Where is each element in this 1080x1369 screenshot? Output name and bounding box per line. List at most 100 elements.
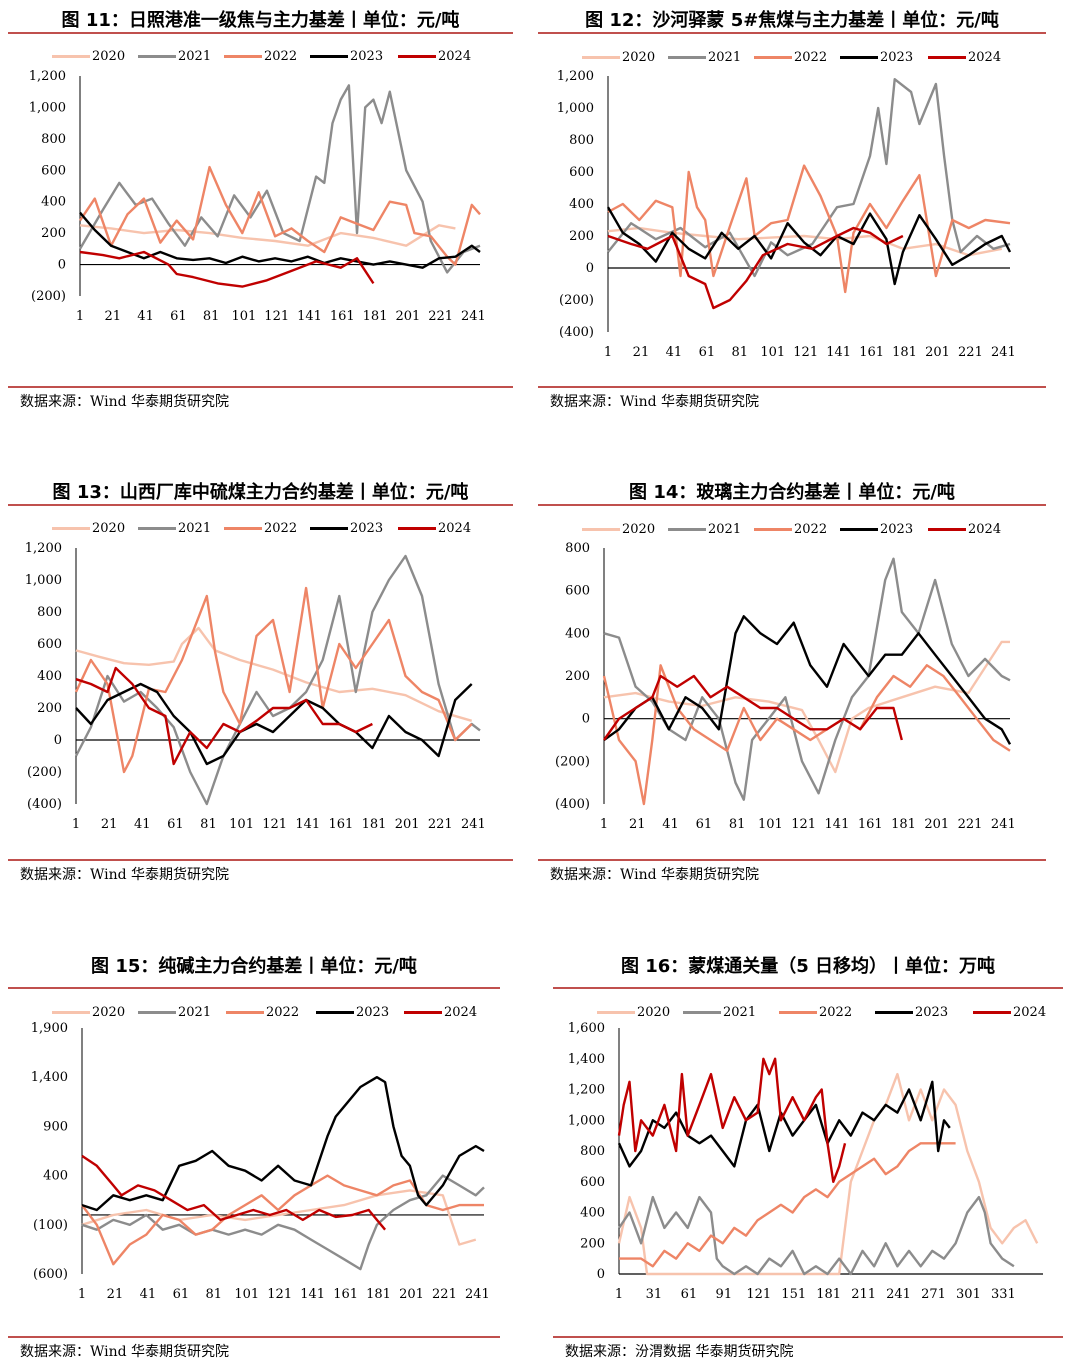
x-tick-label: 121 <box>791 817 816 832</box>
x-tick-label: 241 <box>886 1287 911 1302</box>
bottom-rule <box>538 386 1046 388</box>
x-tick-label: 61 <box>173 1287 190 1302</box>
y-tick-label: 800 <box>565 541 590 556</box>
x-tick-label: 181 <box>892 345 917 360</box>
legend: 2020 2021 2022 2023 2024 <box>8 1005 500 1023</box>
x-tick-label: 61 <box>167 817 184 832</box>
legend-item-2024: 2024 <box>928 522 1001 537</box>
y-tick-label: 1,400 <box>31 1070 68 1085</box>
y-tick-label: 600 <box>41 163 66 178</box>
panel-2: 图 12：沙河驿蒙 5#焦煤与主力基差丨单位：元/吨 2020 2021 2022 2… <box>538 0 1046 420</box>
x-tick-label: 21 <box>629 817 646 832</box>
series-line-2024 <box>79 250 375 288</box>
x-tick-label: 101 <box>232 309 257 324</box>
x-tick-label: 1 <box>604 345 612 360</box>
y-tick-label: 200 <box>569 229 594 244</box>
y-tick-label: (200) <box>27 765 62 780</box>
chart-title: 图 13：山西厂库中硫煤主力合约基差丨单位：元/吨 <box>52 482 469 503</box>
legend-swatch <box>138 527 176 530</box>
bottom-rule <box>8 1336 500 1338</box>
bottom-rule <box>538 859 1046 861</box>
x-tick-label: 161 <box>858 817 883 832</box>
series-line-2024 <box>75 666 373 766</box>
x-tick-label: 181 <box>816 1287 841 1302</box>
legend-swatch <box>398 55 436 58</box>
legend-item-2024: 2024 <box>398 521 471 536</box>
legend-label: 2022 <box>794 522 828 537</box>
series-line-2022 <box>607 164 1011 294</box>
y-tick-label: (200) <box>555 754 590 769</box>
legend-label: 2021 <box>178 49 212 64</box>
y-tick-label: (400) <box>555 797 590 812</box>
legend-label: 2024 <box>1013 1005 1047 1020</box>
y-tick-label: 400 <box>569 197 594 212</box>
legend-label: 2023 <box>880 50 914 65</box>
legend-label: 2023 <box>350 49 384 64</box>
x-tick-label: 241 <box>461 309 486 324</box>
x-tick-label: 301 <box>956 1287 981 1302</box>
chart-title: 图 16：蒙煤通关量（5 日移均）丨单位：万吨 <box>620 956 996 977</box>
legend: 2020 2021 2022 2023 2024 <box>538 50 1046 68</box>
source-note: 数据来源：Wind 华泰期货研究院 <box>550 394 760 410</box>
legend-swatch <box>138 55 176 58</box>
x-tick-label: 141 <box>295 817 320 832</box>
legend-label: 2022 <box>819 1005 853 1020</box>
series-line-2022 <box>602 664 1011 806</box>
legend-label: 2024 <box>968 50 1002 65</box>
series-line-2022 <box>81 1174 484 1266</box>
x-tick-label: 41 <box>140 1287 157 1302</box>
x-tick-label: 101 <box>760 345 785 360</box>
y-tick-label: 0 <box>582 712 590 727</box>
y-tick-label: 400 <box>43 1169 68 1184</box>
x-tick-label: 41 <box>666 345 683 360</box>
legend-swatch <box>668 56 706 59</box>
legend-label: 2020 <box>92 521 126 536</box>
x-tick-label: 21 <box>105 309 122 324</box>
y-tick-label: 1,200 <box>557 69 594 84</box>
y-tick-label: 800 <box>580 1144 605 1159</box>
legend-label: 2020 <box>637 1005 671 1020</box>
source-note: 数据来源：Wind 华泰期货研究院 <box>550 867 760 883</box>
x-tick-label: 121 <box>262 817 287 832</box>
x-tick-label: 61 <box>170 309 187 324</box>
title-rule <box>553 987 1063 989</box>
y-tick-label: 1,000 <box>557 101 594 116</box>
x-tick-label: 271 <box>921 1287 946 1302</box>
panel-6: 图 16：蒙煤通关量（5 日移均）丨单位：万吨 2020 2021 2022 2023… <box>553 944 1063 1369</box>
x-tick-label: 81 <box>203 309 220 324</box>
x-tick-label: 221 <box>958 345 983 360</box>
series-line-2022 <box>79 165 481 266</box>
x-tick-label: 241 <box>991 817 1016 832</box>
x-tick-label: 201 <box>399 1287 424 1302</box>
panel-5: 图 15：纯碱主力合约基差丨单位：元/吨 2020 2021 2022 2023 202… <box>8 944 500 1369</box>
y-tick-label: 200 <box>37 701 62 716</box>
legend-item-2022: 2022 <box>226 1005 299 1020</box>
y-tick-label: 200 <box>41 226 66 241</box>
series-line-2022 <box>619 1142 956 1268</box>
legend-item-2023: 2023 <box>316 1005 389 1020</box>
legend-item-2023: 2023 <box>840 522 913 537</box>
legend-item-2024: 2024 <box>404 1005 477 1020</box>
source-note: 数据来源：Wind 华泰期货研究院 <box>20 1344 230 1360</box>
x-tick-label: 41 <box>134 817 151 832</box>
x-tick-label: 41 <box>137 309 154 324</box>
legend-label: 2021 <box>178 521 212 536</box>
series-line-2023 <box>81 1076 485 1212</box>
x-tick-label: 81 <box>206 1287 223 1302</box>
chart-title: 图 14：玻璃主力合约基差丨单位：元/吨 <box>629 482 955 503</box>
series-line-2023 <box>606 206 1012 286</box>
x-tick-label: 241 <box>465 1287 490 1302</box>
legend-label: 2021 <box>708 50 742 65</box>
y-tick-label: 0 <box>586 261 594 276</box>
y-tick-label: (200) <box>559 293 594 308</box>
x-tick-label: 221 <box>428 817 453 832</box>
legend-label: 2020 <box>622 50 656 65</box>
legend-swatch <box>754 528 792 531</box>
y-tick-label: 0 <box>597 1267 605 1282</box>
x-tick-label: 161 <box>330 309 355 324</box>
series-line-2020 <box>79 224 456 247</box>
legend-item-2022: 2022 <box>224 521 297 536</box>
x-tick-label: 61 <box>696 817 713 832</box>
